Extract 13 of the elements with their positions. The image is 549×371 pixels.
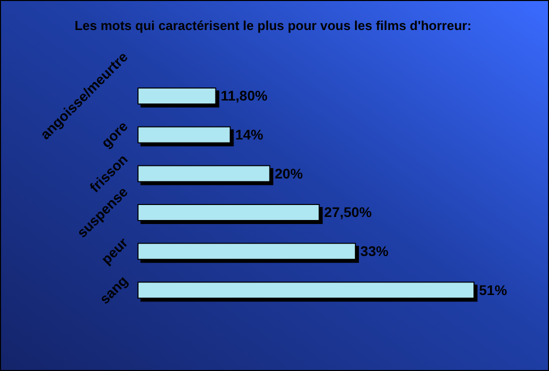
- bar: [138, 282, 474, 299]
- data-label: 27,50%: [324, 204, 372, 220]
- data-label: 51%: [479, 282, 508, 298]
- bar: [138, 88, 216, 104]
- bar: [138, 165, 270, 182]
- bar: [138, 204, 320, 221]
- bar: [138, 126, 231, 144]
- data-label: 33%: [360, 243, 389, 260]
- data-label: 14%: [235, 126, 264, 143]
- data-label: 11,80%: [220, 88, 268, 104]
- bar: [138, 242, 356, 260]
- data-label: 20%: [274, 165, 304, 182]
- chart-title: Les mots qui caractérisent le plus pour vous les films d'horreur:: [74, 17, 472, 34]
